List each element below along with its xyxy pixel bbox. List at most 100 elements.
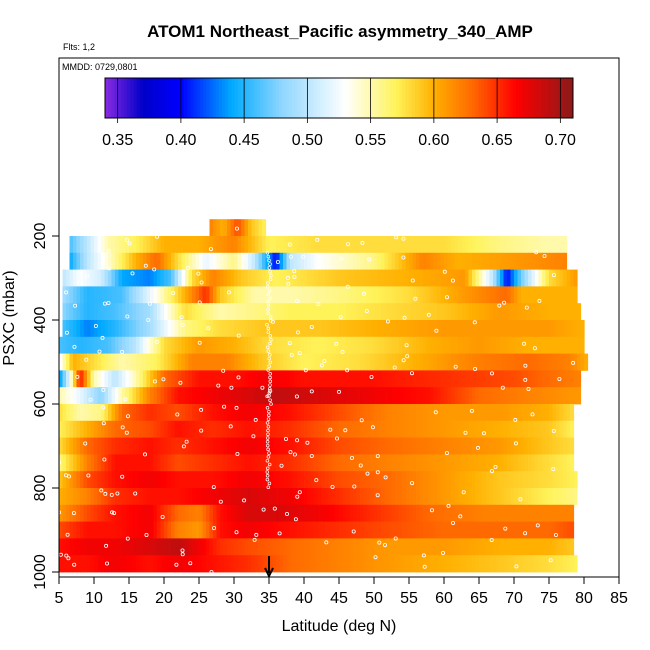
heatmap-cell [342, 471, 347, 489]
heatmap-cell [132, 420, 137, 438]
heatmap-cell [111, 454, 116, 472]
heatmap-cell [234, 437, 239, 455]
heatmap-cell [181, 404, 186, 422]
heatmap-cell [209, 219, 214, 237]
heatmap-cell [307, 471, 312, 489]
heatmap-cell [433, 471, 438, 489]
heatmap-cell [524, 286, 529, 304]
colorbar-swatch [462, 78, 466, 118]
heatmap-cell [465, 252, 470, 270]
heatmap-cell [479, 504, 484, 522]
heatmap-cell [108, 303, 113, 321]
heatmap-cell [220, 488, 225, 506]
heatmap-cell [409, 488, 414, 506]
heatmap-cell [90, 471, 95, 489]
heatmap-cell [370, 420, 375, 438]
heatmap-cell [87, 303, 92, 321]
heatmap-cell [332, 252, 337, 270]
heatmap-cell [503, 387, 508, 405]
sample-marker [268, 334, 273, 338]
heatmap-cell [255, 521, 260, 539]
heatmap-cell [174, 404, 179, 422]
heatmap-cell [325, 370, 330, 388]
heatmap-cell [563, 404, 568, 422]
heatmap-cell [332, 555, 337, 573]
heatmap-cell [339, 236, 344, 254]
heatmap-cell [241, 454, 246, 472]
heatmap-cell [416, 555, 421, 573]
heatmap-cell [269, 454, 274, 472]
heatmap-cell [405, 521, 410, 539]
heatmap-cell [517, 454, 522, 472]
heatmap-cell [440, 420, 445, 438]
heatmap-cell [276, 471, 281, 489]
heatmap-cell [111, 353, 116, 371]
heatmap-cell [489, 420, 494, 438]
heatmap-cell [507, 555, 512, 573]
heatmap-cell [391, 437, 396, 455]
sample-marker [267, 356, 271, 361]
heatmap-cell [80, 521, 85, 539]
heatmap-cell [237, 303, 242, 321]
heatmap-cell [335, 538, 340, 556]
sample-marker [234, 530, 239, 535]
heatmap-cell [213, 370, 218, 388]
heatmap-cell [479, 353, 484, 371]
heatmap-cell [489, 252, 494, 270]
heatmap-cell [475, 471, 480, 489]
colorbar-swatch [269, 78, 274, 118]
heatmap-cell [419, 269, 424, 287]
heatmap-cell [300, 353, 305, 371]
heatmap-cell [549, 454, 554, 472]
heatmap-cell [447, 286, 452, 304]
heatmap-cell [146, 303, 151, 321]
sample-marker [301, 254, 306, 259]
heatmap-cell [388, 555, 393, 573]
heatmap-cell [531, 370, 536, 388]
sample-marker [267, 387, 272, 391]
heatmap-cell [346, 353, 351, 371]
heatmap-cell [146, 555, 151, 573]
heatmap-cell [304, 437, 309, 455]
flights-label: Flts: 1,2 [63, 42, 95, 52]
heatmap-cell [234, 236, 239, 254]
heatmap-cell [73, 454, 78, 472]
heatmap-cell [206, 437, 211, 455]
heatmap-cell [195, 488, 200, 506]
heatmap-cell [164, 320, 169, 338]
heatmap-cell [447, 471, 452, 489]
heatmap-cell [440, 437, 445, 455]
heatmap-cell [150, 252, 155, 270]
heatmap-cell [223, 387, 228, 405]
heatmap-cell [272, 387, 277, 405]
heatmap-cell [538, 269, 543, 287]
heatmap-cell [426, 353, 431, 371]
heatmap-cell [549, 286, 554, 304]
heatmap-cell [573, 336, 578, 354]
heatmap-cell [342, 488, 347, 506]
heatmap-cell [374, 236, 379, 254]
heatmap-cell [241, 303, 246, 321]
heatmap-cell [195, 521, 200, 539]
heatmap-cell [318, 404, 323, 422]
heatmap-cell [559, 538, 564, 556]
heatmap-cell [307, 269, 312, 287]
heatmap-cell [276, 420, 281, 438]
heatmap-cell [164, 353, 169, 371]
heatmap-cell [398, 353, 403, 371]
heatmap-cell [409, 353, 414, 371]
heatmap-cell [472, 370, 477, 388]
heatmap-cell [552, 303, 557, 321]
heatmap-cell [507, 454, 512, 472]
heatmap-cell [468, 353, 473, 371]
colorbar-tick-label: 0.55 [355, 132, 386, 149]
heatmap-cell [223, 320, 228, 338]
heatmap-cell [342, 236, 347, 254]
heatmap-cell [104, 555, 109, 573]
heatmap-cell [454, 303, 459, 321]
heatmap-cell [507, 471, 512, 489]
heatmap-cell [178, 504, 183, 522]
heatmap-cell [132, 286, 137, 304]
heatmap-cell [73, 404, 78, 422]
heatmap-cell [220, 521, 225, 539]
